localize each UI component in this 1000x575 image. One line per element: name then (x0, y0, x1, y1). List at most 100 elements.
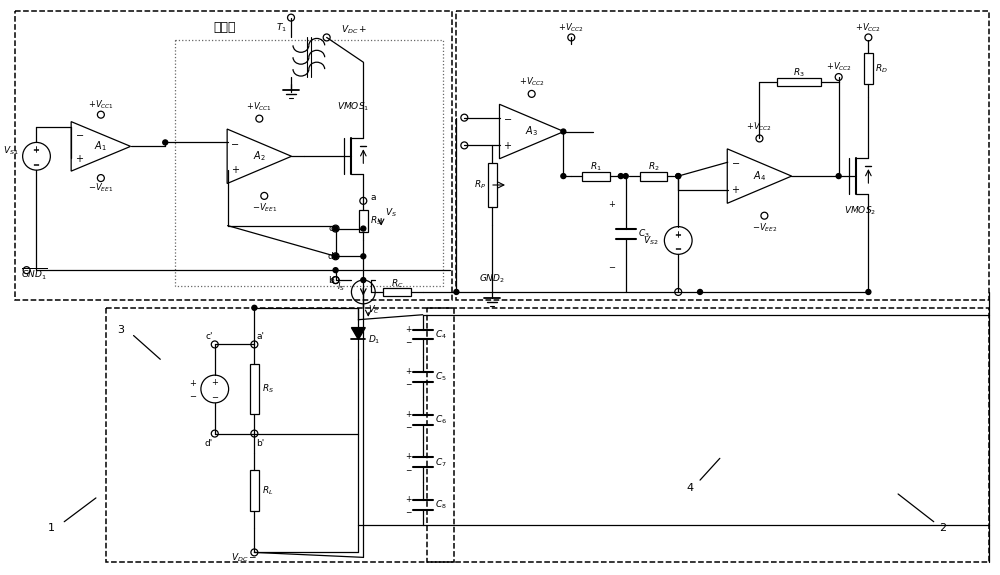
Text: $+V_{CC1}$: $+V_{CC1}$ (246, 101, 272, 113)
Bar (250, 365, 259, 413)
Text: $+$: $+$ (405, 409, 413, 419)
Text: 主电源: 主电源 (213, 21, 236, 34)
Text: $C_3$: $C_3$ (638, 228, 649, 240)
Text: $R_C$: $R_C$ (391, 278, 403, 290)
Bar (456, 11, 989, 300)
Circle shape (333, 226, 338, 231)
Text: $VMOS_1$: $VMOS_1$ (337, 101, 370, 113)
Circle shape (333, 268, 338, 273)
Text: $-$: $-$ (405, 421, 413, 430)
Text: $-$: $-$ (211, 392, 219, 400)
Text: $R_S$: $R_S$ (262, 383, 274, 395)
Text: 4: 4 (687, 483, 694, 493)
Text: $+$: $+$ (211, 377, 219, 387)
Text: $-$: $-$ (75, 129, 84, 139)
Text: $-$: $-$ (405, 463, 413, 473)
Circle shape (618, 174, 623, 179)
Circle shape (361, 254, 366, 259)
Text: $R_3$: $R_3$ (793, 67, 805, 79)
Text: a: a (370, 193, 376, 202)
Text: $+$: $+$ (231, 164, 240, 175)
Text: $+$: $+$ (405, 451, 413, 461)
Text: d': d' (205, 439, 213, 448)
Text: $GND_2$: $GND_2$ (479, 273, 505, 285)
Bar (582, 171, 610, 181)
Text: $V_{DC}-$: $V_{DC}-$ (231, 551, 257, 564)
Text: $D_1$: $D_1$ (368, 334, 381, 346)
Text: $+V_{CC2}$: $+V_{CC2}$ (519, 76, 545, 88)
Text: $-V_{EE2}$: $-V_{EE2}$ (752, 221, 777, 234)
Text: $-$: $-$ (405, 378, 413, 388)
Text: $+$: $+$ (731, 184, 740, 195)
Text: $-$: $-$ (405, 507, 413, 515)
Text: $+$: $+$ (608, 199, 616, 209)
Circle shape (866, 289, 871, 294)
Bar (640, 171, 667, 181)
Circle shape (252, 305, 257, 310)
Circle shape (623, 174, 628, 179)
Text: $-$: $-$ (608, 260, 616, 270)
Text: $A_3$: $A_3$ (525, 125, 538, 139)
Text: $+$: $+$ (405, 366, 413, 376)
Text: $R_S$: $R_S$ (370, 214, 382, 227)
Text: $V_S$: $V_S$ (385, 206, 397, 219)
Text: $+$: $+$ (189, 378, 197, 388)
Bar (175, 40, 443, 286)
Circle shape (561, 129, 566, 134)
Bar (15, 11, 452, 300)
Circle shape (163, 140, 168, 145)
Text: $-$: $-$ (674, 243, 682, 252)
Text: $+V_{CC2}$: $+V_{CC2}$ (826, 61, 852, 74)
Text: $R_2$: $R_2$ (648, 161, 659, 174)
Text: c': c' (205, 332, 213, 341)
Text: $-$: $-$ (503, 113, 512, 123)
Bar (777, 78, 821, 86)
Text: $+V_{CC2}$: $+V_{CC2}$ (558, 21, 584, 34)
Bar (427, 308, 989, 562)
Text: a': a' (256, 332, 264, 341)
Text: $+$: $+$ (503, 140, 512, 151)
Text: $+$: $+$ (75, 154, 84, 164)
Text: $V_{S2}$: $V_{S2}$ (643, 234, 658, 247)
Text: $C_5$: $C_5$ (435, 371, 446, 384)
Bar (106, 308, 454, 562)
Text: $-$: $-$ (674, 242, 682, 251)
Text: $C_8$: $C_8$ (435, 499, 446, 511)
Text: $+$: $+$ (674, 229, 682, 240)
Text: $R_P$: $R_P$ (474, 179, 486, 191)
Text: $+$: $+$ (32, 144, 41, 154)
Text: $-V_{EE1}$: $-V_{EE1}$ (252, 201, 277, 214)
Circle shape (333, 254, 338, 259)
Circle shape (361, 226, 366, 231)
Text: b: b (328, 275, 334, 285)
Text: $C_7$: $C_7$ (435, 456, 446, 469)
Circle shape (676, 174, 681, 179)
Text: $VMOS_2$: $VMOS_2$ (844, 205, 877, 217)
Circle shape (698, 289, 703, 294)
Text: $+V_{CC2}$: $+V_{CC2}$ (746, 120, 772, 133)
Text: $A_2$: $A_2$ (253, 150, 266, 163)
Text: $C_4$: $C_4$ (435, 328, 447, 341)
Bar (359, 210, 368, 232)
Circle shape (676, 174, 681, 179)
Text: $-$: $-$ (230, 137, 240, 148)
Text: $R_D$: $R_D$ (875, 62, 888, 75)
Text: $R_1$: $R_1$ (590, 161, 602, 174)
Text: $A_4$: $A_4$ (753, 169, 766, 183)
Text: $-$: $-$ (189, 390, 197, 400)
Text: $C_6$: $C_6$ (435, 413, 447, 426)
Text: $-V_{EE1}$: $-V_{EE1}$ (88, 182, 114, 194)
Text: $-$: $-$ (32, 158, 41, 167)
Text: $+$: $+$ (32, 145, 41, 155)
Text: c: c (329, 224, 334, 233)
Bar (250, 470, 259, 511)
Text: 3: 3 (117, 325, 124, 335)
Bar (488, 163, 497, 207)
Text: $+$: $+$ (674, 228, 682, 239)
Circle shape (836, 174, 841, 179)
Bar (383, 288, 411, 297)
Polygon shape (351, 328, 365, 339)
Text: b': b' (256, 439, 264, 448)
Text: $-$: $-$ (32, 159, 41, 168)
Circle shape (454, 289, 459, 294)
